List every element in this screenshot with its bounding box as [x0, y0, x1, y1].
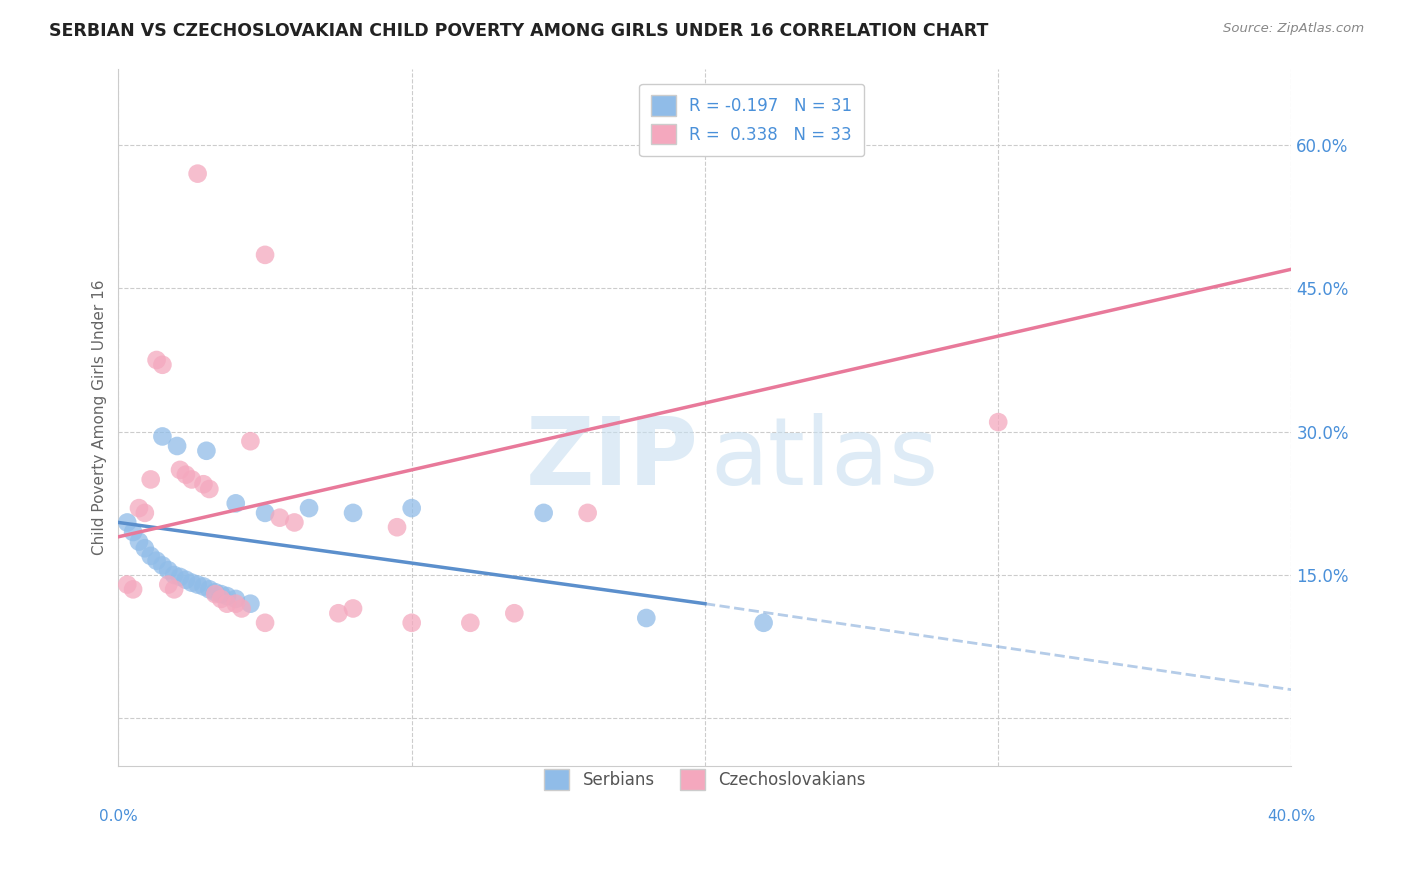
Point — [215, 597, 238, 611]
Text: SERBIAN VS CZECHOSLOVAKIAN CHILD POVERTY AMONG GIRLS UNDER 16 CORRELATION CHART: SERBIAN VS CZECHOSLOVAKIAN CHILD POVERTY… — [49, 22, 988, 40]
Point — [576, 506, 599, 520]
Point — [239, 434, 262, 449]
Point — [987, 415, 1010, 429]
Point — [169, 570, 191, 584]
Point — [166, 439, 188, 453]
Point — [636, 611, 658, 625]
Point — [163, 568, 186, 582]
Point — [187, 577, 209, 591]
Point — [385, 520, 408, 534]
Text: 40.0%: 40.0% — [1267, 809, 1316, 824]
Point — [152, 558, 174, 573]
Point — [157, 563, 180, 577]
Point — [298, 501, 321, 516]
Point — [134, 506, 156, 520]
Point — [134, 541, 156, 556]
Point — [128, 534, 150, 549]
Text: Source: ZipAtlas.com: Source: ZipAtlas.com — [1223, 22, 1364, 36]
Point — [239, 597, 262, 611]
Point — [128, 501, 150, 516]
Point — [180, 575, 202, 590]
Point — [163, 582, 186, 597]
Point — [328, 606, 350, 620]
Legend: Serbians, Czechoslovakians: Serbians, Czechoslovakians — [537, 763, 872, 797]
Point — [269, 510, 291, 524]
Point — [254, 248, 277, 262]
Point — [215, 589, 238, 603]
Text: ZIP: ZIP — [526, 413, 699, 505]
Point — [231, 601, 253, 615]
Text: 0.0%: 0.0% — [98, 809, 138, 824]
Point — [752, 615, 775, 630]
Point — [225, 597, 247, 611]
Point — [157, 577, 180, 591]
Point — [174, 573, 197, 587]
Point — [342, 506, 364, 520]
Point — [254, 615, 277, 630]
Point — [145, 353, 167, 368]
Point — [204, 585, 226, 599]
Point — [401, 501, 423, 516]
Point — [209, 587, 232, 601]
Point — [145, 554, 167, 568]
Point — [152, 429, 174, 443]
Point — [195, 443, 218, 458]
Point — [152, 358, 174, 372]
Point — [139, 549, 162, 563]
Point — [283, 516, 305, 530]
Point — [180, 472, 202, 486]
Point — [209, 591, 232, 606]
Point — [193, 477, 215, 491]
Point — [115, 516, 138, 530]
Point — [460, 615, 482, 630]
Point — [187, 167, 209, 181]
Point — [533, 506, 555, 520]
Point — [342, 601, 364, 615]
Point — [122, 582, 145, 597]
Point — [401, 615, 423, 630]
Y-axis label: Child Poverty Among Girls Under 16: Child Poverty Among Girls Under 16 — [93, 279, 107, 555]
Point — [193, 579, 215, 593]
Point — [115, 577, 138, 591]
Text: atlas: atlas — [711, 413, 939, 505]
Point — [198, 582, 221, 597]
Point — [174, 467, 197, 482]
Point — [254, 506, 277, 520]
Point — [198, 482, 221, 496]
Point — [225, 496, 247, 510]
Point — [139, 472, 162, 486]
Point — [225, 591, 247, 606]
Point — [503, 606, 526, 620]
Point — [204, 587, 226, 601]
Point — [122, 524, 145, 539]
Point — [169, 463, 191, 477]
